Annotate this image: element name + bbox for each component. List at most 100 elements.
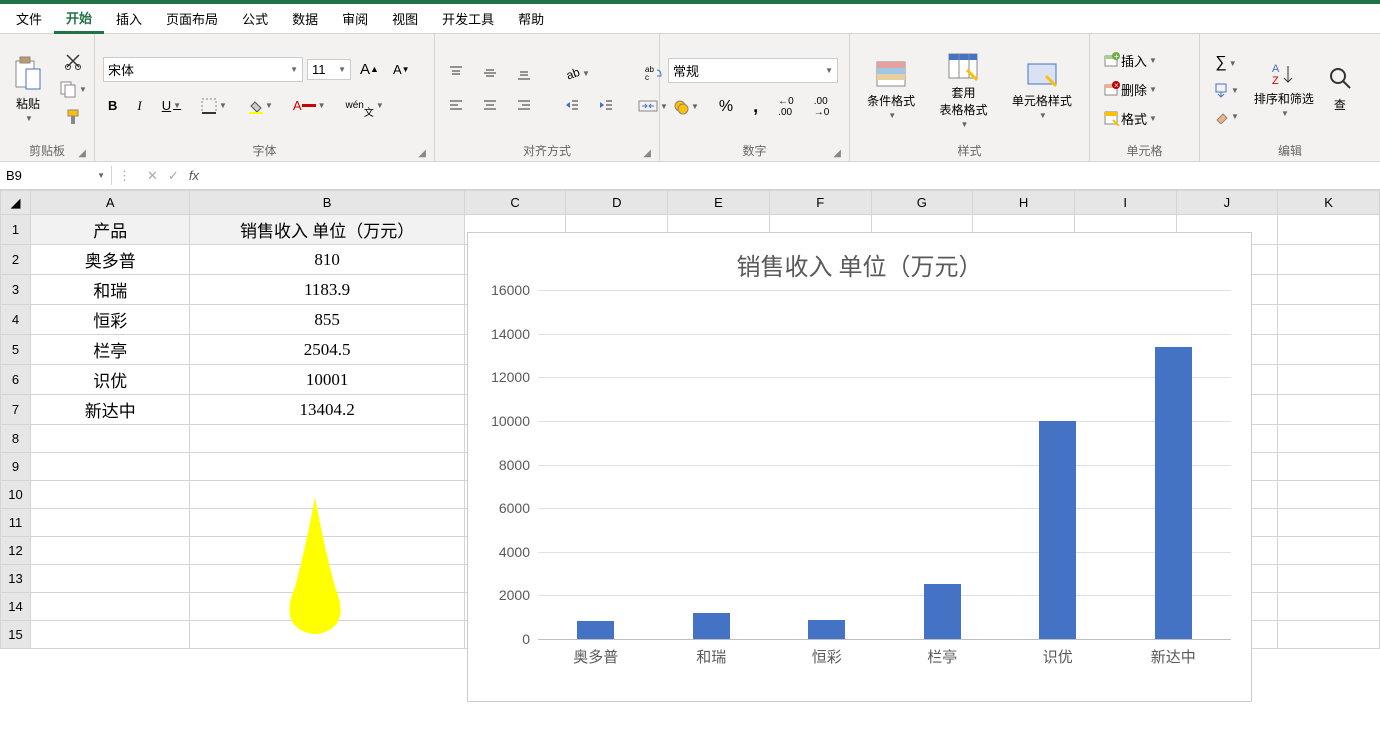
cell-A13[interactable] [30, 565, 190, 593]
menu-item-3[interactable]: 页面布局 [154, 5, 230, 32]
cell-A11[interactable] [30, 509, 190, 537]
cut-button[interactable] [54, 49, 92, 73]
bar-3[interactable] [924, 584, 961, 639]
cell-K14[interactable] [1278, 593, 1380, 621]
fill-button[interactable]: ▼ [1208, 79, 1244, 101]
cell-B14[interactable] [190, 593, 464, 621]
font-size-select[interactable]: 11▼ [307, 59, 351, 80]
increase-decimal-button[interactable]: ←0.00 [773, 93, 799, 121]
cell-K6[interactable] [1278, 365, 1380, 395]
bar-0[interactable] [577, 621, 614, 639]
name-box[interactable]: B9▼ [0, 166, 112, 185]
align-bottom-button[interactable] [511, 62, 537, 84]
menu-item-8[interactable]: 开发工具 [430, 5, 506, 32]
cell-B4[interactable]: 855 [190, 305, 464, 335]
formula-input[interactable] [209, 174, 1380, 178]
row-header-5[interactable]: 5 [1, 335, 31, 365]
italic-button[interactable]: I [132, 95, 146, 117]
row-header-15[interactable]: 15 [1, 621, 31, 649]
row-header-14[interactable]: 14 [1, 593, 31, 621]
cell-B15[interactable] [190, 621, 464, 649]
indent-increase-button[interactable] [593, 94, 619, 116]
col-header-G[interactable]: G [871, 191, 973, 215]
cell-K12[interactable] [1278, 537, 1380, 565]
cell-B1[interactable]: 销售收入 单位（万元） [190, 215, 464, 245]
align-middle-button[interactable] [477, 62, 503, 84]
row-header-1[interactable]: 1 [1, 215, 31, 245]
bar-1[interactable] [693, 613, 730, 639]
cell-B5[interactable]: 2504.5 [190, 335, 464, 365]
col-header-K[interactable]: K [1278, 191, 1380, 215]
cell-A7[interactable]: 新达中 [30, 395, 190, 425]
dialog-launcher-icon[interactable]: ◢ [643, 148, 651, 159]
row-header-13[interactable]: 13 [1, 565, 31, 593]
row-header-4[interactable]: 4 [1, 305, 31, 335]
increase-font-button[interactable]: A▲ [355, 58, 384, 81]
cell-styles-button[interactable]: 单元格样式▼ [1008, 54, 1076, 124]
row-header-9[interactable]: 9 [1, 453, 31, 481]
cell-K8[interactable] [1278, 425, 1380, 453]
comma-button[interactable]: , [748, 93, 763, 120]
menu-item-6[interactable]: 审阅 [330, 5, 380, 32]
row-header-3[interactable]: 3 [1, 275, 31, 305]
sort-filter-button[interactable]: AZ 排序和筛选▼ [1250, 56, 1318, 122]
col-header-H[interactable]: H [973, 191, 1075, 215]
underline-button[interactable]: U▼ [157, 95, 186, 116]
conditional-format-button[interactable]: 条件格式▼ [863, 54, 919, 124]
cancel-formula-button[interactable]: ✕ [147, 168, 158, 184]
dialog-launcher-icon[interactable]: ◢ [78, 148, 86, 159]
dialog-launcher-icon[interactable]: ◢ [418, 148, 426, 159]
fill-color-button[interactable]: ▼ [242, 95, 278, 117]
align-right-button[interactable] [511, 94, 537, 116]
cell-K1[interactable] [1278, 215, 1380, 245]
col-header-I[interactable]: I [1074, 191, 1176, 215]
col-header-D[interactable]: D [566, 191, 668, 215]
cell-A3[interactable]: 和瑞 [30, 275, 190, 305]
cell-B3[interactable]: 1183.9 [190, 275, 464, 305]
menu-item-4[interactable]: 公式 [230, 5, 280, 32]
phonetic-button[interactable]: wén文▼ [340, 90, 388, 122]
cell-A9[interactable] [30, 453, 190, 481]
col-header-B[interactable]: B [190, 191, 464, 215]
cell-B8[interactable] [190, 425, 464, 453]
row-header-11[interactable]: 11 [1, 509, 31, 537]
fx-button[interactable]: fx [189, 168, 199, 183]
font-name-select[interactable]: 宋体▼ [103, 57, 303, 82]
align-center-button[interactable] [477, 94, 503, 116]
cell-K15[interactable] [1278, 621, 1380, 649]
col-header-A[interactable]: A [30, 191, 190, 215]
cell-K9[interactable] [1278, 453, 1380, 481]
menu-item-2[interactable]: 插入 [104, 5, 154, 32]
cell-A14[interactable] [30, 593, 190, 621]
format-cells-button[interactable]: 格式▼ [1098, 106, 1162, 131]
decrease-font-button[interactable]: A▼ [388, 59, 415, 80]
number-format-select[interactable]: 常规▼ [668, 58, 838, 83]
currency-button[interactable]: ▼ [668, 96, 704, 118]
cell-A4[interactable]: 恒彩 [30, 305, 190, 335]
menu-item-9[interactable]: 帮助 [506, 5, 556, 32]
cell-A5[interactable]: 栏亭 [30, 335, 190, 365]
orientation-button[interactable]: ab▼ [559, 62, 595, 84]
sales-chart[interactable]: 销售收入 单位（万元） 0200040006000800010000120001… [467, 232, 1252, 702]
autosum-button[interactable]: ∑▼ [1208, 51, 1244, 75]
cell-A10[interactable] [30, 481, 190, 509]
menu-item-5[interactable]: 数据 [280, 5, 330, 32]
cell-B13[interactable] [190, 565, 464, 593]
menu-item-7[interactable]: 视图 [380, 5, 430, 32]
col-header-F[interactable]: F [769, 191, 871, 215]
cell-A2[interactable]: 奥多普 [30, 245, 190, 275]
row-header-7[interactable]: 7 [1, 395, 31, 425]
col-header-C[interactable]: C [464, 191, 566, 215]
cell-K2[interactable] [1278, 245, 1380, 275]
bar-4[interactable] [1039, 421, 1076, 639]
bold-button[interactable]: B [103, 95, 122, 116]
border-button[interactable]: ▼ [196, 95, 232, 117]
clear-button[interactable]: ▼ [1208, 105, 1244, 127]
find-button[interactable]: 查 [1324, 62, 1356, 117]
col-header-J[interactable]: J [1176, 191, 1278, 215]
select-all-corner[interactable]: ◢ [1, 191, 31, 215]
cell-A12[interactable] [30, 537, 190, 565]
cell-K7[interactable] [1278, 395, 1380, 425]
enter-formula-button[interactable]: ✓ [168, 168, 179, 184]
cell-B6[interactable]: 10001 [190, 365, 464, 395]
